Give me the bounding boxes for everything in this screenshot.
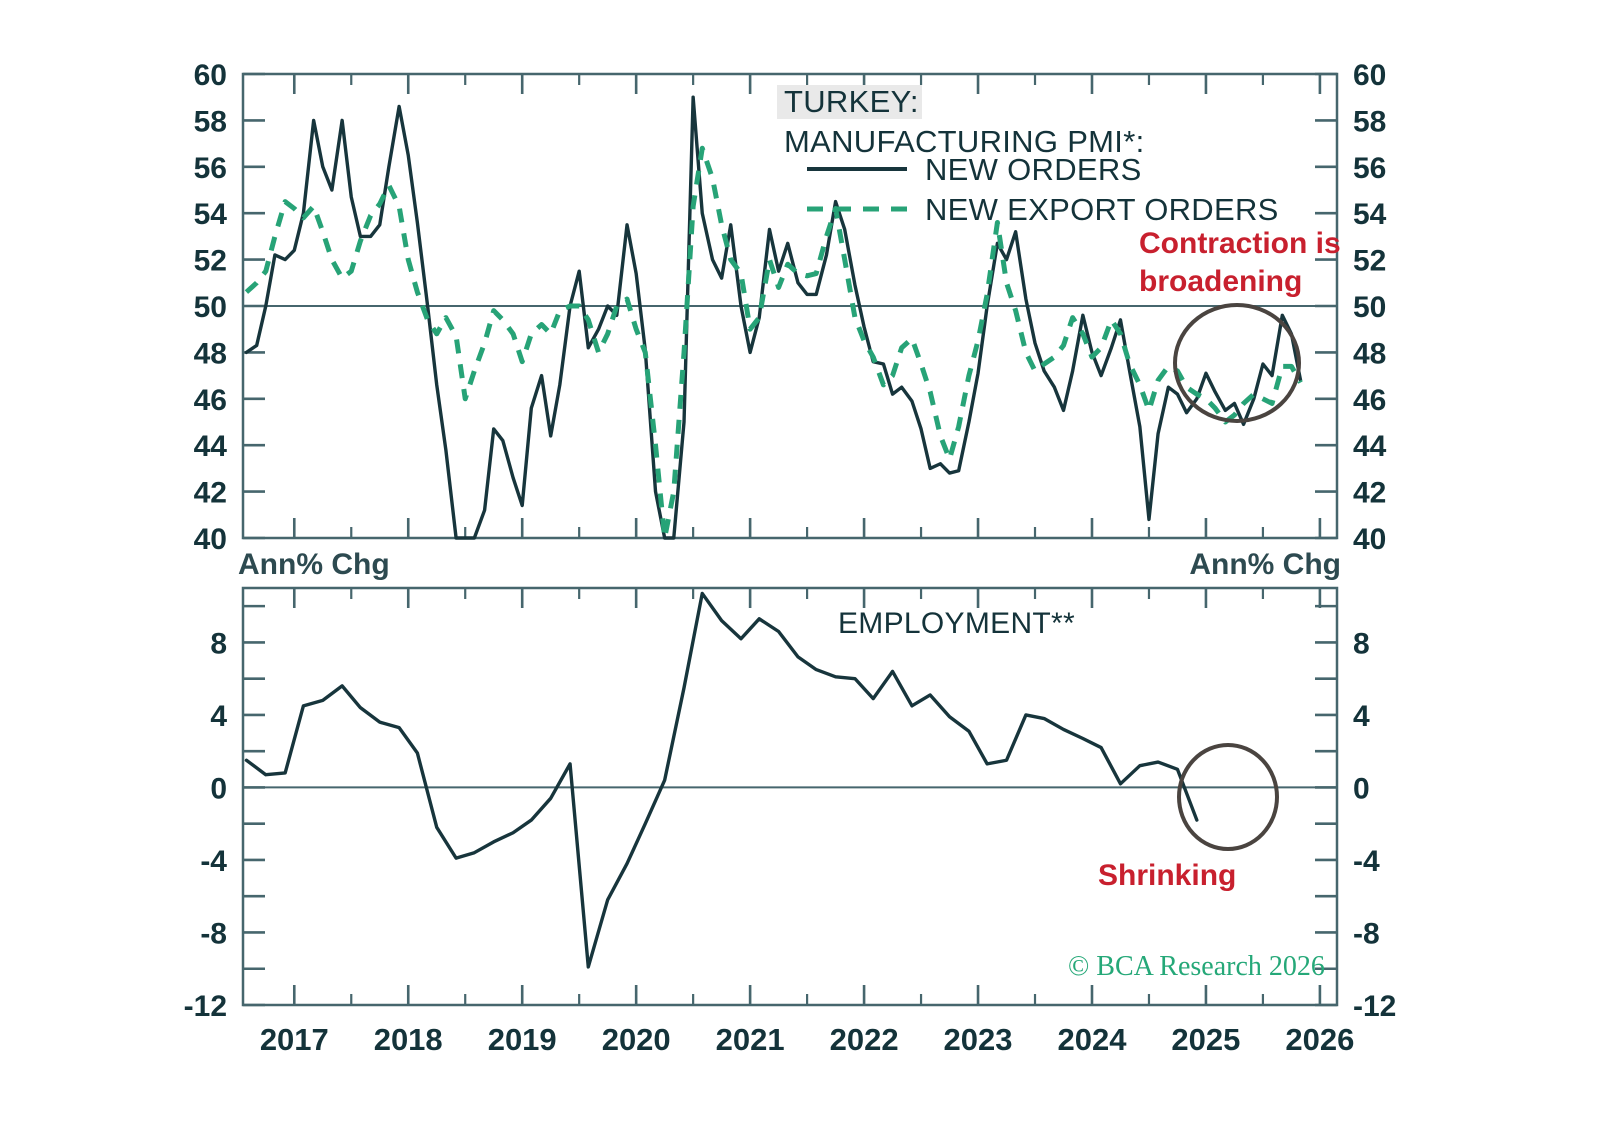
svg-text:-12: -12	[184, 990, 227, 1023]
x-tick-label-2026: 2026	[1285, 1022, 1354, 1057]
svg-text:44: 44	[1353, 430, 1387, 463]
svg-text:40: 40	[194, 523, 227, 556]
top-x-axis-ticks	[292, 74, 1322, 538]
svg-text:60: 60	[194, 59, 227, 92]
bottom-plot-frame	[241, 586, 1339, 1007]
bottom-series-label: EMPLOYMENT**	[838, 607, 1075, 640]
svg-text:-4: -4	[1353, 845, 1380, 878]
x-tick-label-2017: 2017	[260, 1022, 329, 1057]
svg-text:46: 46	[194, 384, 227, 417]
svg-text:42: 42	[194, 477, 227, 510]
svg-text:60: 60	[1353, 59, 1386, 92]
x-axis-year-labels: 2017 2018 2019 2020 2021 2022 2023 2024 2025 2026	[260, 1022, 1355, 1057]
svg-text:56: 56	[1353, 152, 1386, 185]
panel-title-country: TURKEY:	[784, 84, 919, 119]
panel-title-indicator: MANUFACTURING PMI*:	[784, 124, 1145, 159]
legend-label-new-export-orders: NEW EXPORT ORDERS	[925, 192, 1279, 227]
legend-label-new-orders: NEW ORDERS	[925, 152, 1142, 187]
bottom-x-axis-ticks	[292, 588, 1322, 1005]
x-tick-label-2025: 2025	[1171, 1022, 1240, 1057]
x-tick-label-2022: 2022	[830, 1022, 899, 1057]
svg-text:48: 48	[1353, 337, 1386, 370]
x-tick-label-2020: 2020	[602, 1022, 671, 1057]
top-panel: 40 42 44 46 48 50 52 54 56 58 60 40 42 44 46 48 50 52 54 5…	[194, 59, 1387, 556]
svg-text:54: 54	[1353, 198, 1387, 231]
svg-text:8: 8	[1353, 627, 1370, 660]
top-y-axis-labels-left: 40 42 44 46 48 50 52 54 56 58 60	[194, 59, 228, 556]
x-tick-label-2023: 2023	[944, 1022, 1013, 1057]
bottom-panel: -12 -8 -4 0 4 8 -12 -8 -4 0 4 8 EMPLOYMENT** Shrin…	[184, 586, 1396, 1023]
svg-text:-12: -12	[1353, 990, 1396, 1023]
svg-text:44: 44	[194, 430, 228, 463]
series-employment	[244, 591, 1199, 969]
annotation-line1: Contraction is	[1139, 227, 1341, 260]
svg-text:50: 50	[194, 291, 227, 324]
series-new-export-orders	[244, 145, 1303, 541]
svg-text:52: 52	[194, 245, 227, 278]
title-highlight	[777, 85, 922, 119]
top-y-axis-labels-right: 40 42 44 46 48 50 52 54 56 58 60	[1353, 59, 1387, 556]
svg-text:40: 40	[1353, 523, 1386, 556]
svg-text:-8: -8	[1353, 917, 1380, 950]
svg-text:58: 58	[194, 105, 227, 138]
svg-text:58: 58	[1353, 105, 1386, 138]
x-tick-label-2019: 2019	[488, 1022, 557, 1057]
svg-text:0: 0	[210, 772, 227, 805]
copyright-notice: © BCA Research 2026	[1068, 951, 1325, 982]
bottom-y-axis-labels-right: -12 -8 -4 0 4 8	[1353, 627, 1396, 1023]
svg-text:0: 0	[1353, 772, 1370, 805]
svg-text:50: 50	[1353, 291, 1386, 324]
svg-text:8: 8	[210, 627, 227, 660]
x-tick-label-2021: 2021	[716, 1022, 785, 1057]
svg-text:48: 48	[194, 337, 227, 370]
svg-text:56: 56	[194, 152, 227, 185]
top-annotation: Contraction is broadening	[1139, 227, 1341, 423]
annotation-circle-top	[1173, 303, 1301, 423]
bottom-annotation: Shrinking	[1098, 743, 1279, 892]
svg-text:42: 42	[1353, 477, 1386, 510]
x-tick-label-2018: 2018	[374, 1022, 443, 1057]
annotation-circle-bottom	[1177, 743, 1279, 851]
svg-text:46: 46	[1353, 384, 1386, 417]
x-tick-label-2024: 2024	[1058, 1022, 1128, 1057]
svg-text:4: 4	[1353, 700, 1370, 733]
svg-text:54: 54	[194, 198, 228, 231]
svg-text:-4: -4	[200, 845, 227, 878]
top-unit-label-right: Ann% Chg	[1189, 548, 1341, 581]
svg-text:4: 4	[210, 700, 227, 733]
top-legend-block: TURKEY: MANUFACTURING PMI*: NEW ORDERS N…	[777, 84, 1279, 227]
annotation-shrinking: Shrinking	[1098, 859, 1236, 892]
svg-text:-8: -8	[200, 917, 227, 950]
svg-text:52: 52	[1353, 245, 1386, 278]
top-unit-label-left: Ann% Chg	[238, 548, 390, 581]
bottom-y-axis-labels-left: -12 -8 -4 0 4 8	[184, 627, 228, 1023]
annotation-line2: broadening	[1139, 265, 1302, 298]
